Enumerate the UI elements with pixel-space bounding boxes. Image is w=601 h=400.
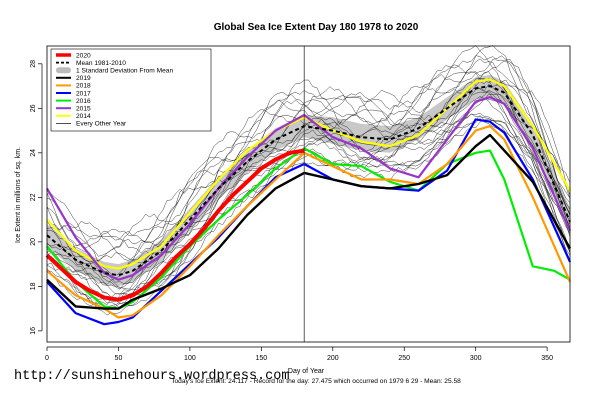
- y-axis: 16 18 20 22 24 26 28: [30, 60, 43, 335]
- plot-area-frame: [46, 45, 571, 343]
- every-other-year-lines: [46, 45, 571, 316]
- every-other-year-line: [46, 82, 571, 265]
- every-other-year-line: [46, 78, 571, 289]
- y-tick-label: 26: [30, 104, 37, 112]
- legend-label: 2017: [76, 90, 91, 97]
- y-tick-label: 18: [30, 282, 37, 290]
- x-tick-label: 50: [115, 355, 123, 362]
- legend-label: 2020: [76, 52, 91, 59]
- x-tick-label: 350: [541, 355, 553, 362]
- y-tick-label: 22: [30, 193, 37, 201]
- legend-label: 2019: [76, 75, 91, 82]
- legend-label: 2014: [76, 113, 91, 120]
- legend-label: 2016: [76, 98, 91, 105]
- every-other-year-line: [46, 96, 571, 302]
- x-axis: 0 50 100 150 200 250 300 350: [45, 346, 553, 362]
- legend-box: [50, 48, 212, 132]
- y-tick-label: 20: [30, 238, 37, 246]
- series-line-2016: [46, 147, 571, 310]
- legend-label: Every Other Year: [76, 121, 127, 128]
- legend-label: Mean 1981-2010: [76, 60, 126, 67]
- x-tick-label: 100: [184, 355, 196, 362]
- y-tick-label: 16: [30, 327, 37, 335]
- y-axis-label: Ice Extent in millions of sq. km.: [15, 147, 22, 243]
- x-tick-label: 0: [45, 355, 49, 362]
- footer-summary: Today's Ice Extent: 24.117 - Record for …: [171, 378, 461, 385]
- every-other-year-line: [46, 55, 571, 254]
- y-tick-label: 28: [30, 60, 37, 68]
- x-tick-label: 200: [327, 355, 339, 362]
- series-line-2020: [45, 148, 305, 302]
- y-tick-label: 24: [30, 149, 37, 157]
- every-other-year-line: [46, 45, 571, 261]
- x-tick-label: 300: [470, 355, 482, 362]
- legend-label: 1 Standard Deviation From Mean: [76, 68, 173, 75]
- every-other-year-line: [46, 58, 571, 276]
- every-other-year-line: [47, 45, 571, 257]
- legend-label: 2015: [76, 106, 91, 113]
- x-tick-label: 150: [256, 355, 268, 362]
- x-tick-label: 250: [398, 355, 410, 362]
- x-axis-label: Day of Year: [288, 368, 325, 375]
- every-other-year-line: [46, 71, 571, 263]
- watermark-url: http://sunshinehours.wordpress.com: [14, 369, 289, 384]
- every-other-year-line: [46, 90, 571, 290]
- every-other-year-line: [46, 55, 571, 240]
- legend-label: 2018: [76, 83, 91, 90]
- chart-title: Global Sea Ice Extent Day 180 1978 to 20…: [214, 22, 419, 33]
- legend-swatch: [56, 67, 71, 74]
- every-other-year-line: [46, 91, 571, 298]
